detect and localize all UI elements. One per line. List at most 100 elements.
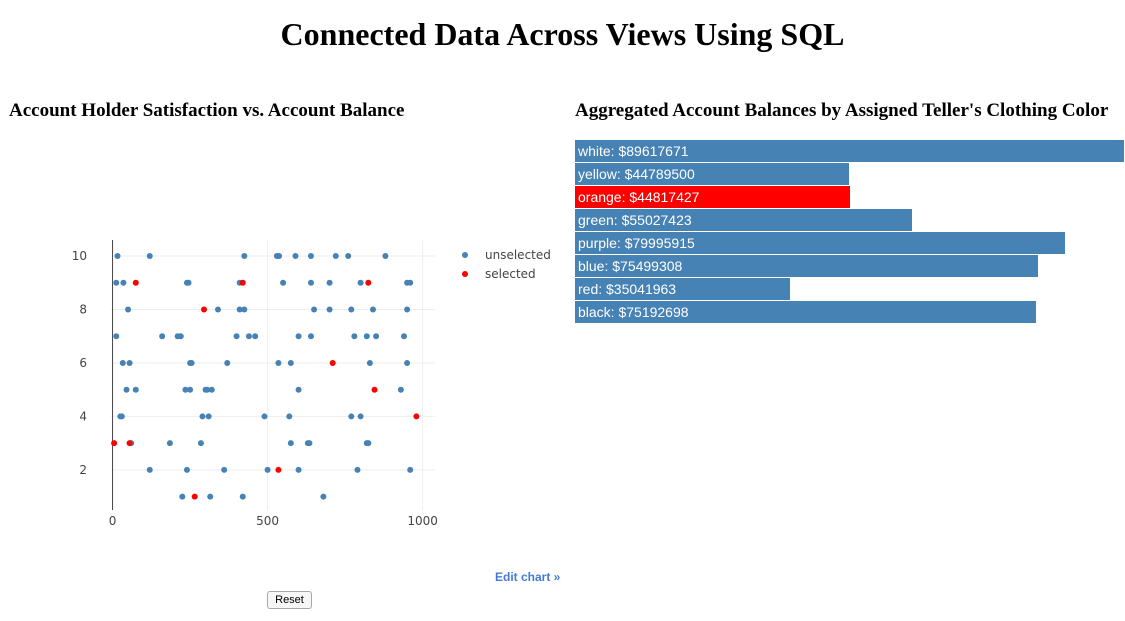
- unselected-point: [287, 440, 294, 447]
- unselected-point: [397, 386, 404, 393]
- unselected-point: [354, 466, 361, 473]
- unselected-point: [295, 466, 302, 473]
- unselected-point: [382, 253, 389, 260]
- unselected-point: [264, 466, 271, 473]
- x-tick-label: 0: [109, 514, 117, 528]
- unselected-point: [113, 333, 120, 340]
- selected-point: [126, 440, 133, 447]
- bar-black[interactable]: black: $75192698: [575, 301, 1036, 323]
- unselected-point: [224, 359, 231, 366]
- unselected-point: [363, 333, 370, 340]
- unselected-point: [166, 440, 173, 447]
- unselected-point: [113, 279, 120, 286]
- unselected-point: [357, 413, 364, 420]
- unselected-point: [197, 440, 204, 447]
- unselected-point: [204, 386, 211, 393]
- unselected-point: [188, 359, 195, 366]
- unselected-point: [306, 440, 313, 447]
- selected-point: [132, 279, 139, 286]
- bar-orange[interactable]: orange: $44817427: [575, 186, 850, 208]
- selected-point: [191, 493, 198, 500]
- unselected-point: [261, 413, 268, 420]
- selected-point: [371, 386, 378, 393]
- unselected-point: [357, 279, 364, 286]
- bar-purple[interactable]: purple: $79995915: [575, 232, 1066, 254]
- bar-chart: white: $89617671 yellow: $44789500 orange:…: [575, 140, 1125, 324]
- selected-point: [275, 466, 282, 473]
- unselected-point: [252, 333, 259, 340]
- unselected-point: [126, 359, 133, 366]
- x-tick-label: 500: [256, 514, 279, 528]
- y-tick-label: 2: [79, 463, 87, 477]
- unselected-point: [208, 386, 215, 393]
- unselected-point: [407, 279, 414, 286]
- unselected-point: [311, 306, 318, 313]
- unselected-point: [348, 413, 355, 420]
- scatter-plot[interactable]: 2 4 6 8 10 0 500 1000 unselected selected: [0, 230, 560, 540]
- scatter-legend[interactable]: unselected selected: [462, 248, 551, 281]
- unselected-point: [239, 493, 246, 500]
- selected-point: [329, 359, 336, 366]
- selected-point: [111, 440, 118, 447]
- scatter-grid: [111, 240, 435, 510]
- bar-blue[interactable]: blue: $75499308: [575, 255, 1038, 277]
- bar-chart-title: Aggregated Account Balances by Assigned …: [575, 100, 1109, 121]
- unselected-point: [404, 359, 411, 366]
- unselected-point: [185, 279, 192, 286]
- selected-point: [239, 279, 246, 286]
- selected-point: [365, 279, 372, 286]
- unselected-point: [241, 306, 248, 313]
- unselected-point: [146, 466, 153, 473]
- legend-label-unselected[interactable]: unselected: [485, 248, 551, 262]
- legend-label-selected[interactable]: selected: [485, 267, 536, 281]
- unselected-point: [179, 493, 186, 500]
- y-tick-label: 4: [79, 409, 87, 423]
- scatter-axes: 2 4 6 8 10 0 500 1000: [72, 240, 438, 528]
- unselected-point: [177, 333, 184, 340]
- unselected-point: [214, 306, 221, 313]
- unselected-point: [307, 279, 314, 286]
- unselected-point: [332, 253, 339, 260]
- unselected-point: [326, 279, 333, 286]
- unselected-point: [295, 386, 302, 393]
- bar-green[interactable]: green: $55027423: [575, 209, 913, 231]
- page-title: Connected Data Across Views Using SQL: [280, 16, 845, 52]
- unselected-point: [183, 466, 190, 473]
- y-tick-label: 10: [72, 249, 87, 263]
- unselected-point: [326, 306, 333, 313]
- unselected-point: [307, 333, 314, 340]
- unselected-point: [123, 386, 130, 393]
- unselected-point: [119, 359, 126, 366]
- legend-marker-selected[interactable]: [462, 271, 468, 277]
- x-tick-label: 1000: [407, 514, 438, 528]
- scatter-points: [111, 253, 420, 500]
- unselected-point: [233, 333, 240, 340]
- unselected-point: [295, 333, 302, 340]
- unselected-point: [275, 359, 282, 366]
- bar-red[interactable]: red: $35041963: [575, 278, 790, 300]
- unselected-point: [307, 253, 314, 260]
- selected-point: [413, 413, 420, 420]
- unselected-point: [132, 386, 139, 393]
- reset-button[interactable]: Reset: [267, 591, 312, 609]
- unselected-point: [120, 279, 127, 286]
- unselected-point: [114, 253, 121, 260]
- unselected-point: [118, 413, 125, 420]
- edit-chart-link[interactable]: Edit chart »: [495, 570, 561, 584]
- unselected-point: [159, 333, 166, 340]
- selected-point: [201, 306, 208, 313]
- unselected-point: [373, 333, 380, 340]
- unselected-point: [205, 413, 212, 420]
- unselected-point: [182, 386, 189, 393]
- unselected-point: [400, 333, 407, 340]
- unselected-point: [369, 306, 376, 313]
- unselected-point: [199, 413, 206, 420]
- unselected-point: [351, 333, 358, 340]
- unselected-point: [187, 386, 194, 393]
- unselected-point: [221, 466, 228, 473]
- bar-yellow[interactable]: yellow: $44789500: [575, 163, 850, 185]
- legend-marker-unselected[interactable]: [462, 252, 468, 258]
- bar-white[interactable]: white: $89617671: [575, 140, 1124, 162]
- scatter-chart-title: Account Holder Satisfaction vs. Account …: [9, 100, 405, 121]
- unselected-point: [366, 359, 373, 366]
